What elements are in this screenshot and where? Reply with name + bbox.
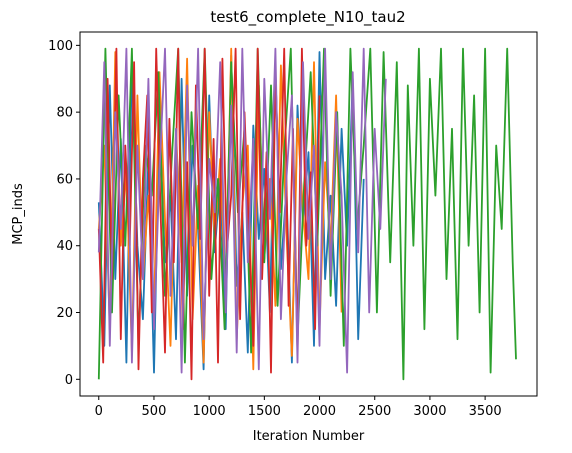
x-tick-label: 2000 — [303, 404, 336, 419]
x-axis: 0 500 1000 1500 2000 2500 3000 3500 — [95, 396, 502, 419]
y-tick-label: 100 — [48, 39, 73, 54]
plot-area-frame — [79, 31, 538, 397]
y-tick-label: 20 — [56, 306, 73, 321]
x-tick-label: 3500 — [469, 404, 502, 419]
y-tick-label: 40 — [56, 239, 73, 254]
y-axis: 0 20 40 60 80 100 — [48, 39, 80, 388]
series-line-4 — [97, 47, 321, 381]
x-tick-label: 1500 — [248, 404, 281, 419]
y-tick-label: 80 — [56, 106, 73, 121]
y-axis-label: MCP_inds — [11, 183, 26, 245]
y-tick-label: 60 — [56, 172, 73, 187]
x-tick-label: 0 — [95, 404, 103, 419]
series-line-3 — [97, 47, 517, 381]
series-line-5 — [97, 47, 387, 374]
x-tick-label: 1000 — [193, 404, 226, 419]
x-tick-label: 2500 — [358, 404, 391, 419]
x-axis-label: Iteration Number — [253, 429, 365, 444]
x-tick-label: 3000 — [413, 404, 446, 419]
series-layer — [97, 47, 517, 381]
chart-title: test6_complete_N10_tau2 — [210, 8, 405, 27]
y-tick-label: 0 — [65, 373, 73, 388]
x-tick-label: 500 — [142, 404, 167, 419]
